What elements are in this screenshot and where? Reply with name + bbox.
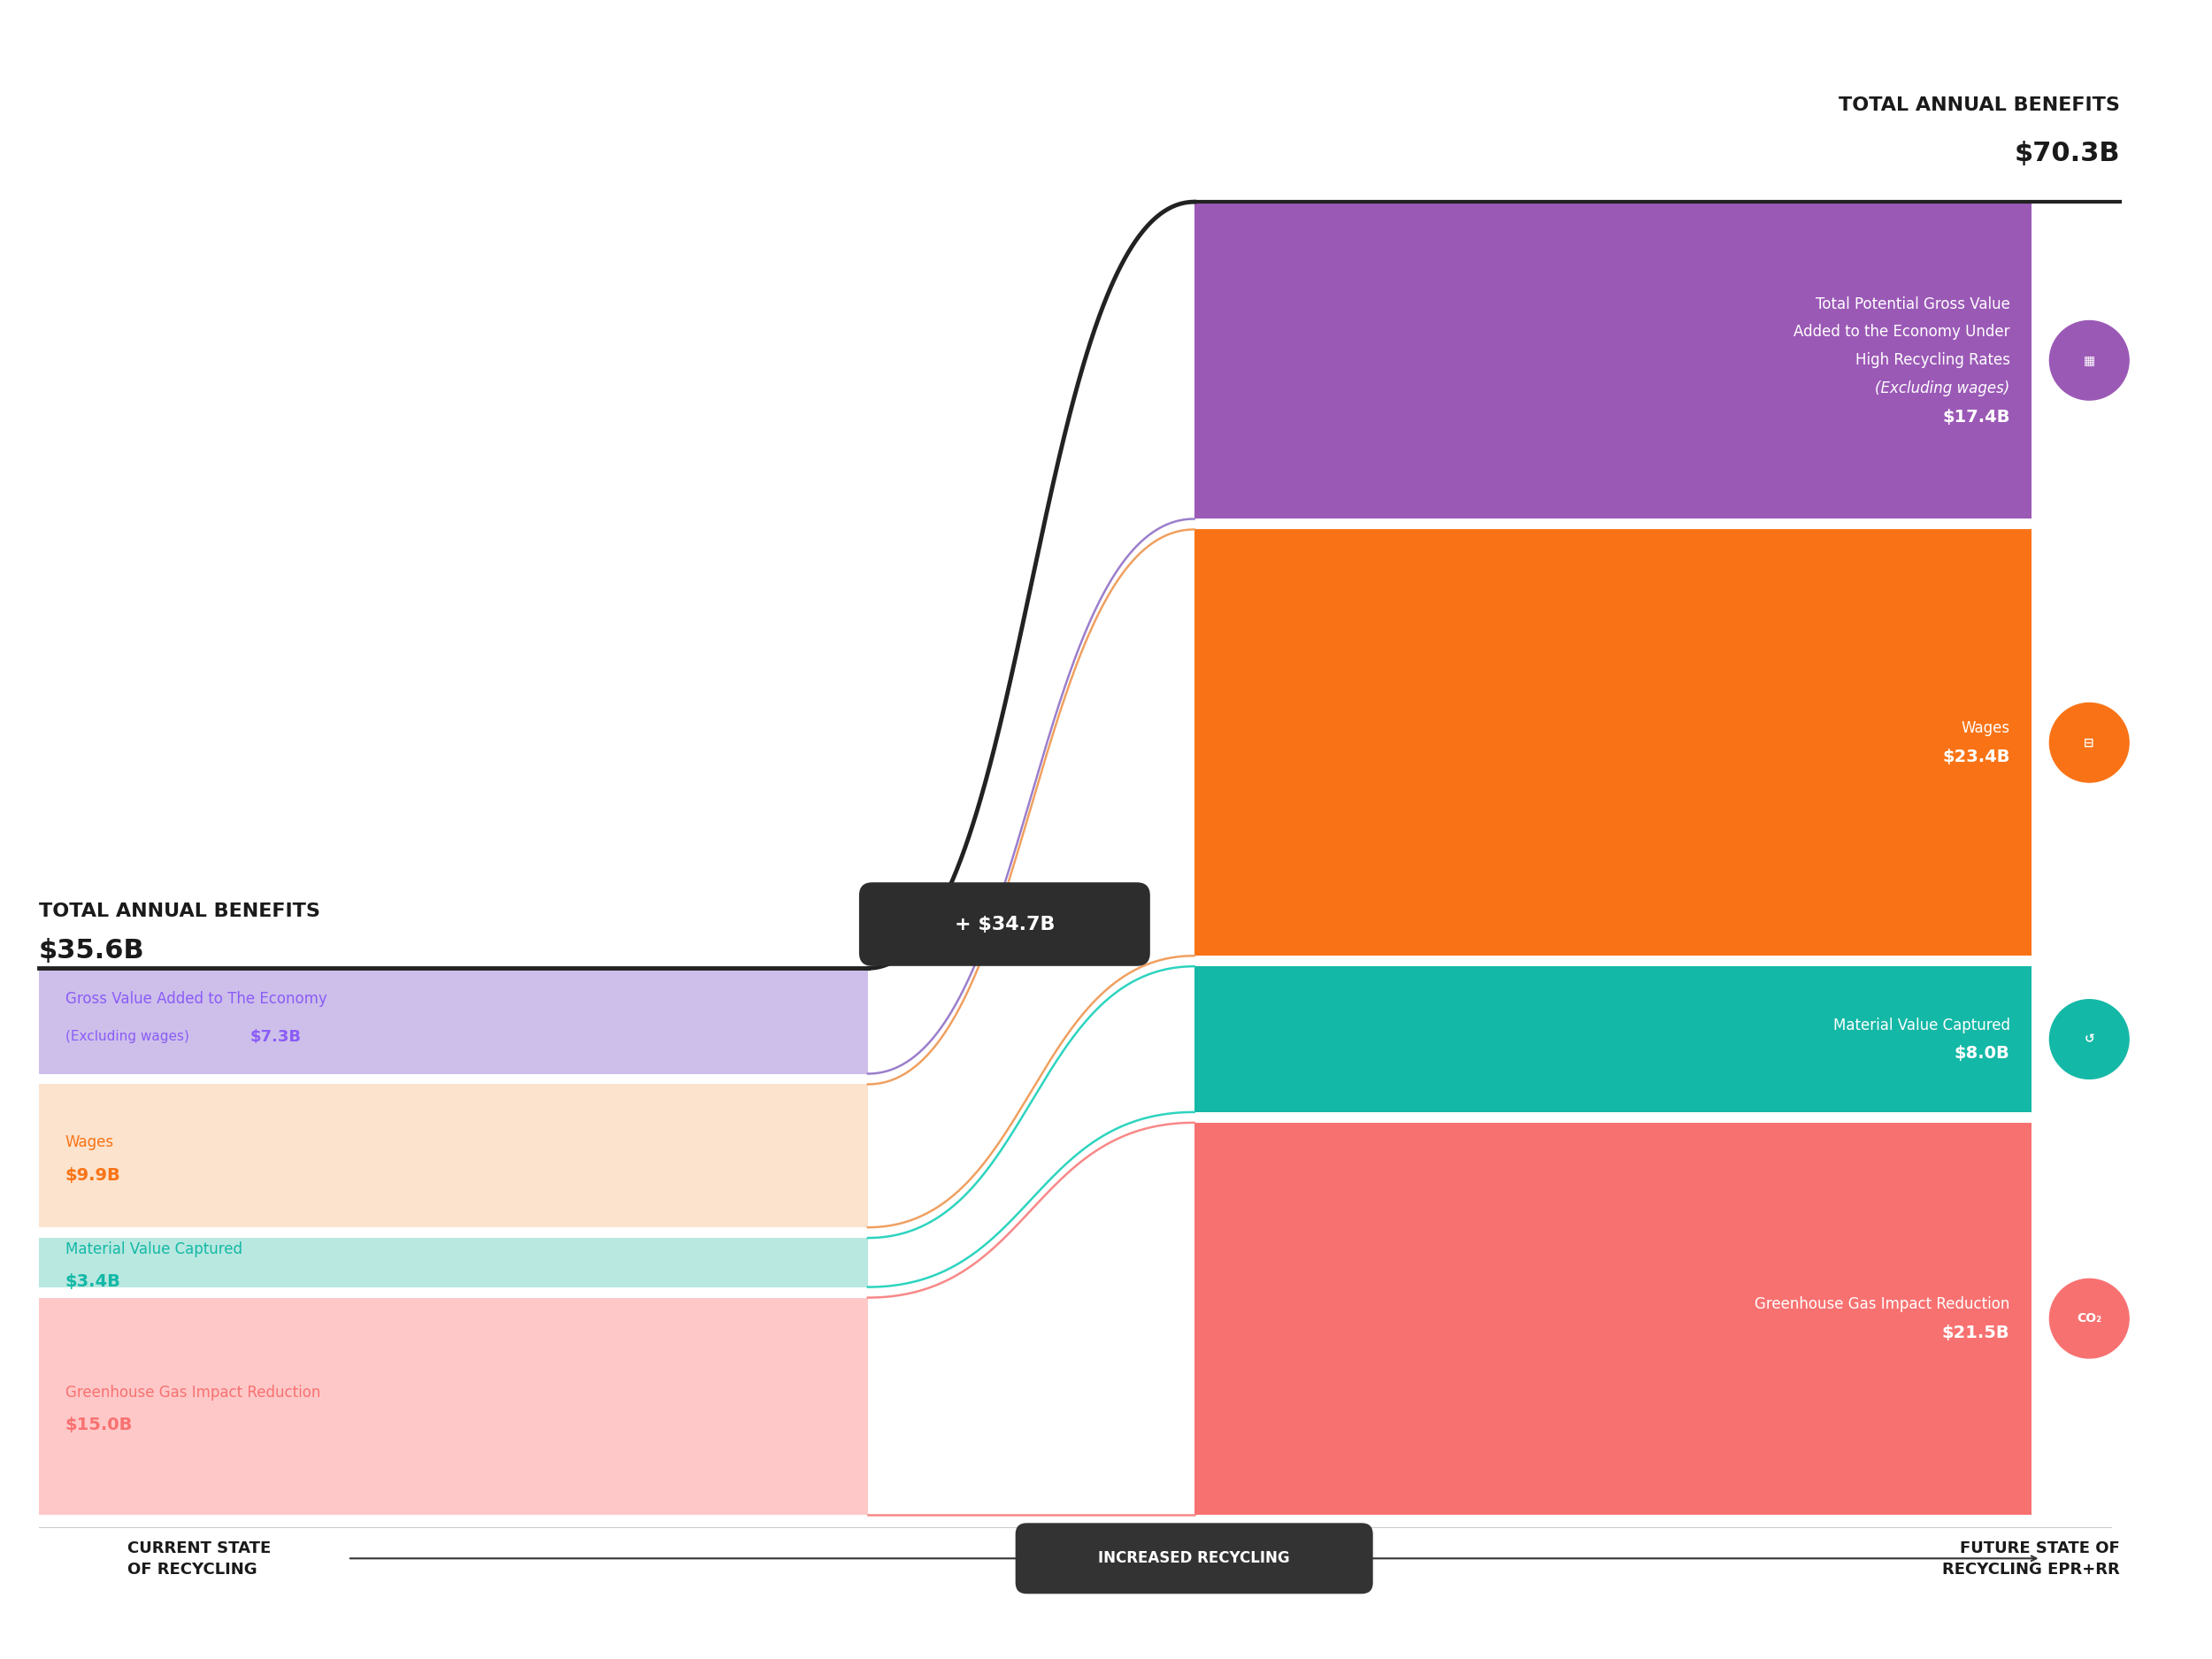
FancyBboxPatch shape [40,1297,867,1515]
FancyBboxPatch shape [1194,1123,2033,1515]
Text: Greenhouse Gas Impact Reduction: Greenhouse Gas Impact Reduction [1754,1296,2011,1312]
Text: ▦: ▦ [2084,353,2095,367]
Text: Material Value Captured: Material Value Captured [1834,1017,2011,1034]
Text: CURRENT STATE
OF RECYCLING: CURRENT STATE OF RECYCLING [126,1541,270,1578]
Text: $35.6B: $35.6B [40,939,144,964]
Circle shape [2051,320,2128,400]
Text: TOTAL ANNUAL BENEFITS: TOTAL ANNUAL BENEFITS [1838,96,2119,114]
FancyBboxPatch shape [1194,202,2033,519]
Text: High Recycling Rates: High Recycling Rates [1856,352,2011,368]
FancyBboxPatch shape [40,969,867,1073]
FancyBboxPatch shape [858,883,1150,966]
Text: $3.4B: $3.4B [66,1274,122,1291]
Text: $23.4B: $23.4B [1942,748,2011,765]
Text: Wages: Wages [66,1135,115,1151]
FancyBboxPatch shape [40,1085,867,1228]
Text: Gross Value Added to The Economy: Gross Value Added to The Economy [66,990,327,1007]
Text: (Excluding wages): (Excluding wages) [1876,380,2011,397]
FancyBboxPatch shape [40,1238,867,1287]
Text: Greenhouse Gas Impact Reduction: Greenhouse Gas Impact Reduction [66,1385,321,1400]
FancyBboxPatch shape [1015,1523,1371,1593]
Circle shape [2051,703,2128,783]
Text: $8.0B: $8.0B [1955,1045,2011,1062]
Text: Added to the Economy Under: Added to the Economy Under [1794,324,2011,340]
Text: (Excluding wages): (Excluding wages) [66,1030,192,1044]
Text: Total Potential Gross Value: Total Potential Gross Value [1816,295,2011,312]
Text: $17.4B: $17.4B [1942,408,2011,425]
Circle shape [2051,1000,2128,1078]
Text: INCREASED RECYCLING: INCREASED RECYCLING [1099,1551,1290,1566]
FancyBboxPatch shape [1194,966,2033,1112]
Text: ↺: ↺ [2084,1034,2095,1045]
FancyBboxPatch shape [1194,529,2033,956]
Text: + $34.7B: + $34.7B [953,916,1055,932]
Text: FUTURE STATE OF
RECYCLING EPR+RR: FUTURE STATE OF RECYCLING EPR+RR [1942,1541,2119,1578]
Text: $9.9B: $9.9B [66,1166,122,1183]
Text: $7.3B: $7.3B [250,1029,301,1045]
Text: $21.5B: $21.5B [1942,1324,2011,1340]
Text: Material Value Captured: Material Value Captured [66,1241,243,1258]
Text: Wages: Wages [1962,720,2011,737]
Text: $70.3B: $70.3B [2015,141,2119,166]
Text: CO₂: CO₂ [2077,1312,2101,1326]
Circle shape [2051,1279,2128,1359]
Text: ⊟: ⊟ [2084,737,2095,748]
Text: TOTAL ANNUAL BENEFITS: TOTAL ANNUAL BENEFITS [40,902,321,919]
Text: $15.0B: $15.0B [66,1417,133,1433]
